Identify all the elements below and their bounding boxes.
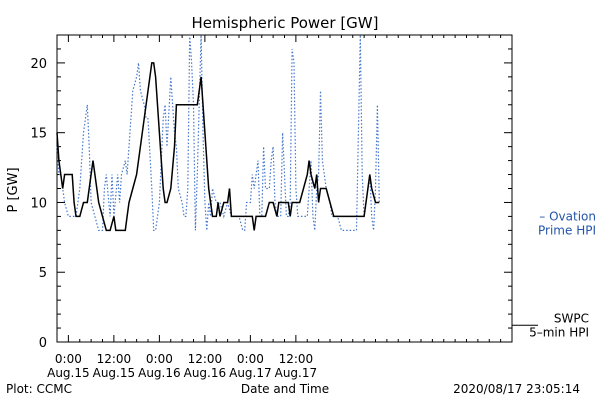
chart-title: Hemispheric Power [GW] — [192, 14, 379, 32]
y-tick-label: 0 — [39, 336, 47, 351]
x-tick-label-time: 0:00 — [55, 352, 82, 366]
series-layer — [56, 34, 380, 232]
x-tick-label-date: Aug.17 — [275, 366, 318, 380]
plot-credit: Plot: CCMC — [6, 382, 72, 396]
x-tick-label-date: Aug.16 — [184, 366, 227, 380]
x-axis: 0:00Aug.1512:00Aug.150:00Aug.1612:00Aug.… — [47, 35, 513, 380]
x-tick-label-date: Aug.15 — [47, 366, 90, 380]
y-tick-label: 20 — [30, 57, 47, 72]
swpc-hpi-line — [56, 62, 380, 232]
y-tick-label: 10 — [30, 196, 47, 211]
y-tick-label: 5 — [39, 266, 47, 281]
legend-swpc: SWPC — [554, 311, 589, 325]
x-tick-label-time: 12:00 — [97, 352, 132, 366]
x-tick-label-time: 0:00 — [146, 352, 173, 366]
y-axis-label: P [GW] — [6, 167, 21, 212]
plot-timestamp: 2020/08/17 23:05:14 — [453, 382, 580, 396]
x-tick-label-time: 12:00 — [279, 352, 314, 366]
x-tick-label-date: Aug.16 — [138, 366, 181, 380]
x-axis-label: Date and Time — [241, 382, 329, 396]
legend-ovation-prime: Prime HPI — [538, 223, 596, 237]
legend-swpc: 5–min HPI — [529, 325, 589, 339]
x-tick-label-date: Aug.15 — [93, 366, 136, 380]
ovation-prime-line — [56, 34, 380, 231]
x-tick-label-time: 0:00 — [237, 352, 264, 366]
legend-ovation-prime: – Ovation — [539, 209, 596, 223]
x-tick-label-time: 12:00 — [188, 352, 223, 366]
y-tick-label: 15 — [30, 127, 47, 142]
x-tick-label-date: Aug.17 — [229, 366, 272, 380]
